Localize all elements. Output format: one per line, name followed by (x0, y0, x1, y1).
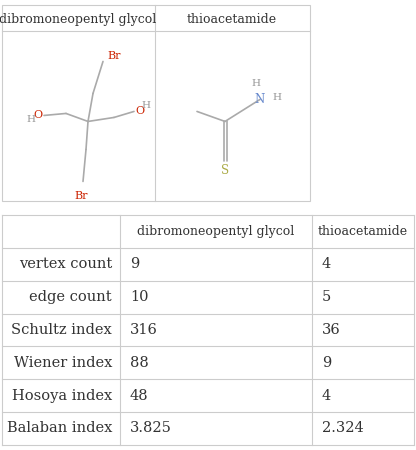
Text: 9: 9 (322, 356, 331, 370)
Text: 316: 316 (130, 323, 158, 337)
Text: Wiener index: Wiener index (14, 356, 112, 370)
Text: vertex count: vertex count (19, 257, 112, 271)
Text: H: H (252, 79, 260, 88)
Bar (2, 5, 310, 202)
Text: O: O (34, 110, 43, 121)
Text: Br: Br (107, 51, 121, 62)
Text: 3.825: 3.825 (130, 421, 172, 436)
Text: 36: 36 (322, 323, 341, 337)
Text: N: N (255, 93, 265, 106)
Text: dibromoneopentyl glycol: dibromoneopentyl glycol (137, 225, 295, 238)
Text: Balaban index: Balaban index (7, 421, 112, 436)
Text: 48: 48 (130, 389, 149, 403)
Text: S: S (221, 164, 229, 177)
Text: 4: 4 (322, 389, 331, 403)
Text: 4: 4 (322, 257, 331, 271)
Text: edge count: edge count (30, 290, 112, 304)
Text: H: H (141, 101, 151, 110)
Text: Br: Br (74, 191, 88, 202)
Text: thioacetamide: thioacetamide (187, 13, 277, 26)
Text: thioacetamide: thioacetamide (318, 225, 408, 238)
Text: 10: 10 (130, 290, 149, 304)
Text: O: O (135, 107, 144, 117)
Text: 9: 9 (130, 257, 139, 271)
Text: 2.324: 2.324 (322, 421, 364, 436)
Text: Schultz index: Schultz index (11, 323, 112, 337)
Text: H: H (272, 93, 282, 102)
Text: H: H (27, 115, 35, 124)
Text: 5: 5 (322, 290, 331, 304)
Text: Hosoya index: Hosoya index (12, 389, 112, 403)
Text: dibromoneopentyl glycol: dibromoneopentyl glycol (0, 13, 157, 26)
Text: 88: 88 (130, 356, 149, 370)
